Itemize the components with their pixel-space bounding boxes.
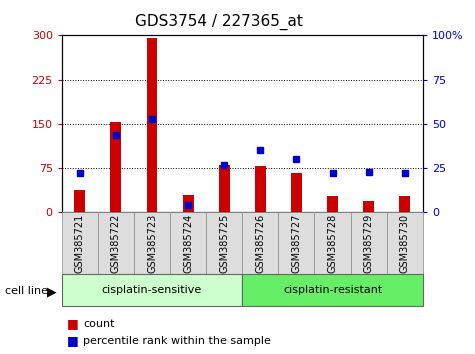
Bar xyxy=(183,195,193,212)
Text: GSM385730: GSM385730 xyxy=(399,214,410,273)
Bar xyxy=(219,165,229,212)
Text: GSM385723: GSM385723 xyxy=(147,214,157,273)
Text: GSM385729: GSM385729 xyxy=(363,214,374,273)
Bar xyxy=(363,201,374,212)
Text: GSM385728: GSM385728 xyxy=(327,214,338,273)
Bar xyxy=(291,173,302,212)
Text: ▶: ▶ xyxy=(47,286,56,299)
FancyBboxPatch shape xyxy=(351,212,387,274)
FancyBboxPatch shape xyxy=(62,274,242,306)
Text: cell line: cell line xyxy=(5,286,48,296)
Bar xyxy=(399,196,410,212)
Text: cisplatin-resistant: cisplatin-resistant xyxy=(283,285,382,295)
Text: ■: ■ xyxy=(66,334,78,347)
FancyBboxPatch shape xyxy=(170,212,206,274)
FancyBboxPatch shape xyxy=(134,212,170,274)
FancyBboxPatch shape xyxy=(242,274,423,306)
Text: percentile rank within the sample: percentile rank within the sample xyxy=(83,336,271,346)
FancyBboxPatch shape xyxy=(98,212,134,274)
Text: GSM385725: GSM385725 xyxy=(219,214,229,273)
Text: ■: ■ xyxy=(66,318,78,330)
FancyBboxPatch shape xyxy=(314,212,351,274)
FancyBboxPatch shape xyxy=(242,212,278,274)
Text: GSM385721: GSM385721 xyxy=(75,214,85,273)
Bar xyxy=(255,166,266,212)
Text: count: count xyxy=(83,319,114,329)
FancyBboxPatch shape xyxy=(62,212,98,274)
FancyBboxPatch shape xyxy=(278,212,314,274)
Bar xyxy=(327,196,338,212)
FancyBboxPatch shape xyxy=(387,212,423,274)
FancyBboxPatch shape xyxy=(206,212,242,274)
Text: GSM385727: GSM385727 xyxy=(291,214,302,273)
Text: cisplatin-sensitive: cisplatin-sensitive xyxy=(102,285,202,295)
Bar xyxy=(75,190,85,212)
Text: GDS3754 / 227365_at: GDS3754 / 227365_at xyxy=(134,14,303,30)
Text: GSM385724: GSM385724 xyxy=(183,214,193,273)
Text: GSM385726: GSM385726 xyxy=(255,214,266,273)
Bar xyxy=(147,38,157,212)
Text: GSM385722: GSM385722 xyxy=(111,214,121,273)
Bar xyxy=(111,122,121,212)
